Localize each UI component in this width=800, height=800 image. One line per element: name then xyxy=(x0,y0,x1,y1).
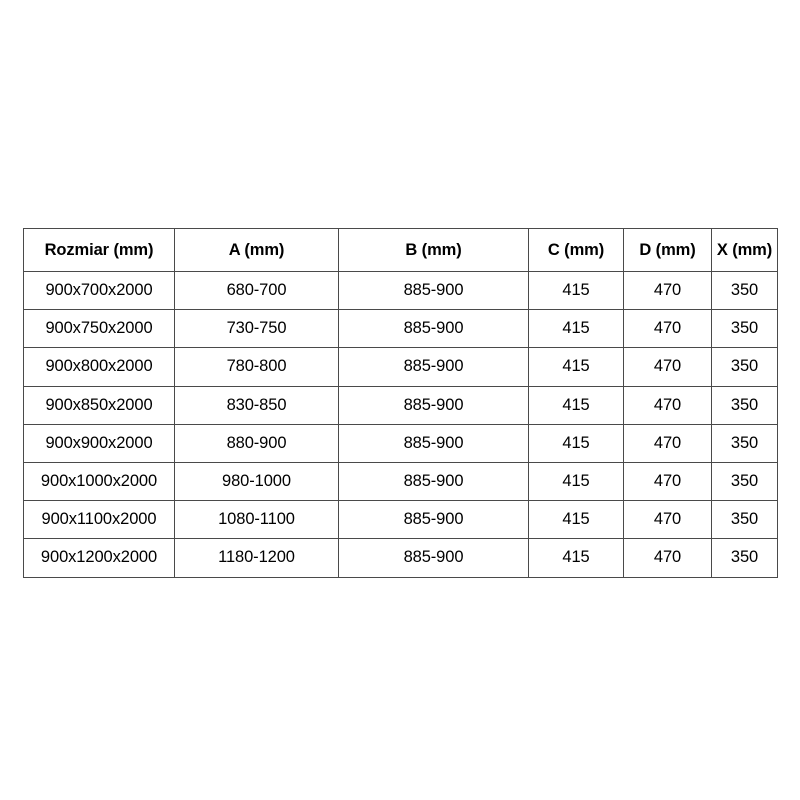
cell-b: 885-900 xyxy=(338,270,529,311)
column-header-c: C (mm) xyxy=(528,228,624,272)
column-header-x: X (mm) xyxy=(711,228,778,272)
cell-d: 470 xyxy=(623,347,712,387)
cell-a: 1080-1100 xyxy=(174,500,339,540)
cell-d: 470 xyxy=(623,500,712,540)
cell-x: 350 xyxy=(711,500,778,540)
cell-x: 350 xyxy=(711,385,778,425)
table-header-row: Rozmiar (mm) A (mm) B (mm) C (mm) D (mm)… xyxy=(23,228,778,272)
cell-a: 830-850 xyxy=(174,385,339,425)
cell-c: 415 xyxy=(528,500,624,540)
column-header-a: A (mm) xyxy=(174,228,339,272)
cell-b: 885-900 xyxy=(338,347,529,387)
table-row: 900x800x2000 780-800 885-900 415 470 350 xyxy=(23,347,778,387)
cell-d: 470 xyxy=(623,309,712,349)
table-row: 900x1200x2000 1180-1200 885-900 415 470 … xyxy=(23,538,778,578)
cell-size: 900x750x2000 xyxy=(23,309,175,349)
cell-d: 470 xyxy=(623,423,712,463)
cell-b: 885-900 xyxy=(338,538,529,578)
table-row: 900x1100x2000 1080-1100 885-900 415 470 … xyxy=(23,500,778,540)
table-row: 900x1000x2000 980-1000 885-900 415 470 3… xyxy=(23,461,778,502)
cell-c: 415 xyxy=(528,461,624,502)
cell-size: 900x850x2000 xyxy=(23,385,175,425)
cell-size: 900x1100x2000 xyxy=(23,500,175,540)
cell-c: 415 xyxy=(528,309,624,349)
cell-x: 350 xyxy=(711,423,778,463)
column-header-b: B (mm) xyxy=(338,228,529,272)
column-header-size: Rozmiar (mm) xyxy=(23,228,175,272)
cell-size: 900x900x2000 xyxy=(23,423,175,463)
cell-d: 470 xyxy=(623,538,712,578)
cell-b: 885-900 xyxy=(338,500,529,540)
cell-c: 415 xyxy=(528,423,624,463)
table-body: 900x700x2000 680-700 885-900 415 470 350… xyxy=(23,270,778,578)
cell-b: 885-900 xyxy=(338,423,529,463)
cell-a: 880-900 xyxy=(174,423,339,463)
cell-x: 350 xyxy=(711,270,778,311)
cell-x: 350 xyxy=(711,538,778,578)
table-row: 900x700x2000 680-700 885-900 415 470 350 xyxy=(23,270,778,311)
dimensions-table-container: Rozmiar (mm) A (mm) B (mm) C (mm) D (mm)… xyxy=(23,228,778,578)
cell-a: 980-1000 xyxy=(174,461,339,502)
cell-c: 415 xyxy=(528,347,624,387)
cell-x: 350 xyxy=(711,309,778,349)
cell-c: 415 xyxy=(528,270,624,311)
cell-c: 415 xyxy=(528,538,624,578)
cell-a: 730-750 xyxy=(174,309,339,349)
cell-size: 900x700x2000 xyxy=(23,270,175,311)
table-row: 900x750x2000 730-750 885-900 415 470 350 xyxy=(23,309,778,349)
cell-d: 470 xyxy=(623,461,712,502)
table-header: Rozmiar (mm) A (mm) B (mm) C (mm) D (mm)… xyxy=(23,228,778,272)
table-row: 900x850x2000 830-850 885-900 415 470 350 xyxy=(23,385,778,425)
dimensions-table: Rozmiar (mm) A (mm) B (mm) C (mm) D (mm)… xyxy=(23,228,778,578)
cell-b: 885-900 xyxy=(338,309,529,349)
column-header-d: D (mm) xyxy=(623,228,712,272)
cell-d: 470 xyxy=(623,385,712,425)
cell-b: 885-900 xyxy=(338,385,529,425)
cell-d: 470 xyxy=(623,270,712,311)
cell-size: 900x1200x2000 xyxy=(23,538,175,578)
cell-x: 350 xyxy=(711,461,778,502)
cell-x: 350 xyxy=(711,347,778,387)
cell-a: 680-700 xyxy=(174,270,339,311)
cell-a: 780-800 xyxy=(174,347,339,387)
cell-b: 885-900 xyxy=(338,461,529,502)
cell-a: 1180-1200 xyxy=(174,538,339,578)
cell-size: 900x1000x2000 xyxy=(23,461,175,502)
cell-size: 900x800x2000 xyxy=(23,347,175,387)
table-row: 900x900x2000 880-900 885-900 415 470 350 xyxy=(23,423,778,463)
cell-c: 415 xyxy=(528,385,624,425)
